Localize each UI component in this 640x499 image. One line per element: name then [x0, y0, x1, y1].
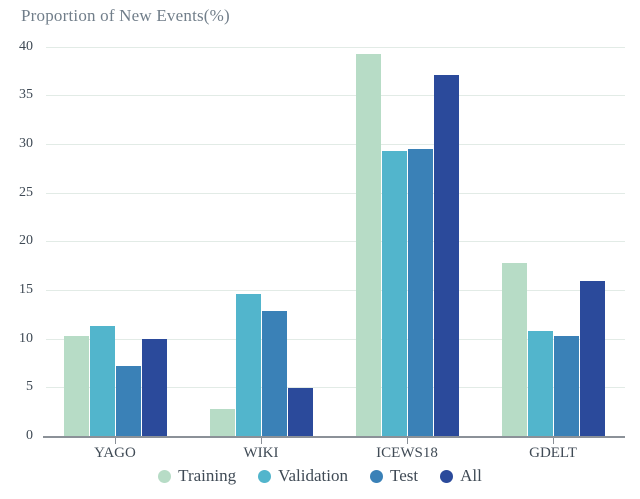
gridline [46, 338, 625, 340]
bar-validation-yago [89, 325, 115, 436]
bar-all-wiki [287, 388, 313, 436]
bar-training-yago [63, 335, 89, 436]
x-axis-category-label: WIKI [243, 445, 279, 461]
gridline [46, 143, 625, 145]
bar-test-yago [115, 365, 141, 436]
gridline [46, 192, 625, 194]
bar-validation-gdelt [527, 330, 553, 436]
gridline [46, 241, 625, 243]
bar-validation-icews18 [381, 150, 407, 436]
y-axis-tick-label: 15 [19, 281, 33, 297]
chart-title: Proportion of New Events(%) [21, 6, 230, 25]
y-axis-tick-label: 5 [26, 379, 33, 395]
chart-legend: Training Validation Test All [0, 466, 640, 486]
legend-label: Validation [278, 466, 348, 485]
bar-training-icews18 [355, 54, 381, 436]
legend-swatch-all-icon [440, 469, 454, 483]
bar-all-yago [141, 338, 167, 436]
legend-item-all: All [440, 466, 482, 486]
bar-test-gdelt [553, 335, 579, 436]
y-axis-tick-label: 30 [19, 135, 33, 151]
legend-swatch-test-icon [370, 469, 383, 483]
gridline [46, 46, 625, 48]
x-axis-tick [261, 438, 262, 444]
bar-validation-wiki [235, 293, 261, 436]
y-axis-tick-label: 20 [19, 233, 33, 249]
bar-all-gdelt [579, 281, 605, 436]
y-axis-tick-label: 0 [26, 428, 33, 443]
bar-test-wiki [261, 311, 287, 436]
x-axis-tick [407, 438, 408, 444]
y-axis-tick-label: 25 [19, 184, 33, 200]
gridline [46, 95, 625, 97]
bar-training-wiki [209, 408, 235, 436]
legend-item-test: Test [370, 466, 418, 486]
x-axis-category-label: ICEWS18 [376, 445, 438, 461]
x-axis-tick [115, 438, 116, 444]
legend-label: Training [178, 466, 237, 485]
y-axis-tick-label: 35 [19, 87, 33, 103]
legend-label: Test [390, 466, 419, 485]
bar-test-icews18 [407, 148, 433, 436]
legend-item-validation: Validation [258, 466, 348, 486]
x-axis-tick [553, 438, 554, 444]
x-axis-category-label: YAGO [94, 445, 136, 461]
bar-training-gdelt [501, 262, 527, 436]
legend-swatch-validation-icon [258, 469, 272, 483]
gridline [46, 289, 625, 291]
x-axis-line [43, 436, 625, 438]
bar-all-icews18 [433, 74, 459, 436]
gridline [46, 387, 625, 389]
legend-swatch-training-icon [158, 469, 172, 483]
x-axis-category-label: GDELT [529, 445, 577, 461]
y-axis-tick-label: 40 [19, 38, 33, 54]
legend-item-training: Training [158, 466, 236, 486]
legend-label: All [460, 466, 482, 485]
y-axis-tick-label: 10 [19, 330, 33, 346]
